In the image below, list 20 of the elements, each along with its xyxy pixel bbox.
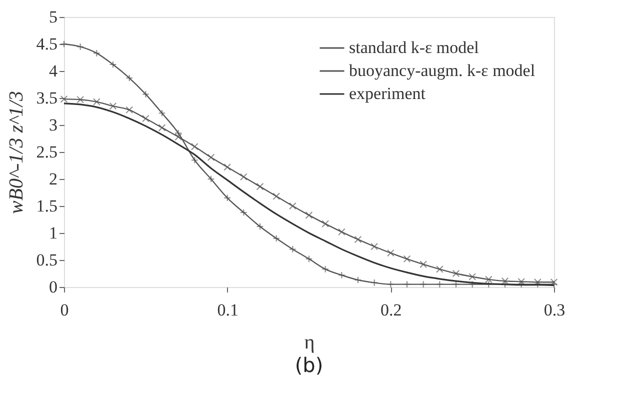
y-tick-label: 0 xyxy=(49,278,58,296)
legend-label: experiment xyxy=(349,84,426,103)
y-tick-label: 0.5 xyxy=(36,250,58,270)
x-tick-label: 0.1 xyxy=(217,300,238,320)
y-tick-label: 4.5 xyxy=(36,34,58,54)
y-axis-title: wB0^-1/3 z^1/3 xyxy=(5,91,28,214)
x-tick-label: 0.2 xyxy=(380,300,402,320)
legend-label: standard k-ε model xyxy=(349,38,480,57)
x-tick-label: 0.3 xyxy=(544,300,566,320)
y-tick-label: 1.5 xyxy=(36,196,58,216)
legend-label: buoyancy-augm. k-ε model xyxy=(349,61,536,80)
y-tick-label: 1 xyxy=(49,224,58,242)
y-tick-label: 3 xyxy=(49,116,58,134)
y-tick-label: 4 xyxy=(49,62,58,80)
y-tick-label: 3.5 xyxy=(36,88,58,108)
x-axis-title: η xyxy=(304,332,315,354)
y-tick-label: 2.5 xyxy=(36,142,58,162)
text: (b) xyxy=(294,353,324,377)
y-tick-label: 2 xyxy=(49,170,58,188)
y-tick-label: 5 xyxy=(49,8,58,26)
